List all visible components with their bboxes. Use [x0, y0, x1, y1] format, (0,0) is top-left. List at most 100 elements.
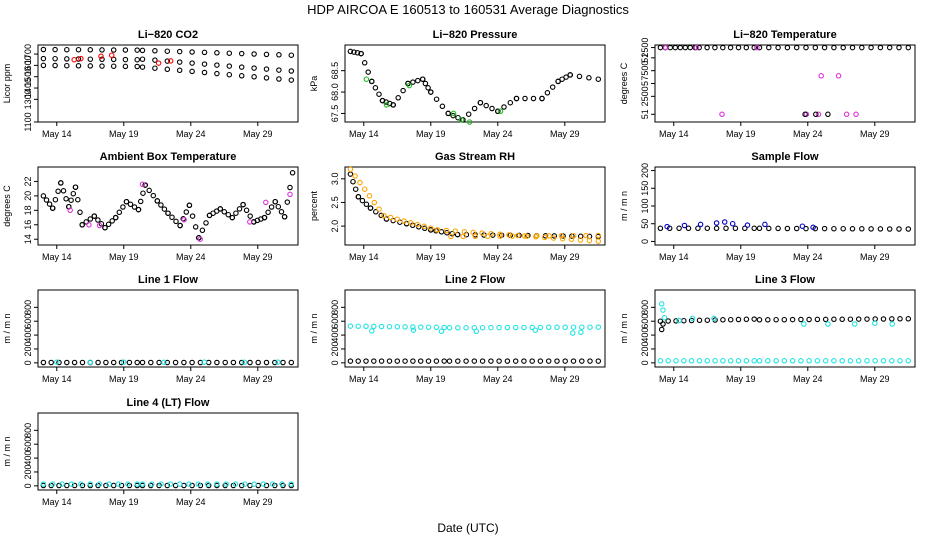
- y-tick-label: 200: [23, 341, 33, 356]
- data-point: [238, 50, 245, 57]
- x-tick-label: May 29: [243, 252, 273, 262]
- data-point: [135, 206, 142, 213]
- data-point: [473, 328, 480, 335]
- data-point: [821, 44, 828, 51]
- y-tick-label: 200: [640, 163, 650, 178]
- data-point: [67, 207, 73, 214]
- data-point: [859, 226, 865, 232]
- data-point: [223, 481, 229, 487]
- data-point: [363, 76, 370, 82]
- data-point: [530, 95, 537, 102]
- y-axis-label: degrees C: [2, 185, 12, 227]
- data-point: [713, 225, 720, 232]
- data-point: [95, 217, 101, 223]
- data-point: [369, 78, 375, 85]
- data-point: [549, 84, 556, 90]
- x-tick-label: May 19: [109, 252, 139, 262]
- data-point: [103, 359, 109, 366]
- data-point: [386, 323, 393, 330]
- data-point: [103, 482, 109, 489]
- x-tick-label: May 14: [659, 129, 689, 139]
- data-point: [515, 232, 521, 239]
- data-point: [105, 221, 112, 228]
- data-point: [803, 225, 809, 232]
- data-point: [56, 482, 62, 489]
- data-point: [849, 226, 856, 232]
- data-point: [347, 358, 354, 364]
- data-point: [711, 315, 717, 322]
- data-point: [371, 358, 377, 364]
- y-tick-label: 5: [640, 81, 650, 86]
- data-point: [263, 66, 270, 72]
- figure-title: HDP AIRCOA E 160513 to 160531 Average Di…: [307, 2, 629, 17]
- series-sample-flow: [657, 225, 912, 232]
- data-point: [712, 44, 718, 51]
- data-point: [504, 324, 511, 331]
- data-point: [743, 358, 750, 364]
- data-point: [158, 481, 164, 487]
- data-point: [577, 237, 584, 243]
- panel-8: Line 2 Flow m / m n May 14 May 19 May 24 May …: [309, 274, 606, 384]
- data-point: [587, 324, 593, 330]
- data-point: [156, 359, 162, 366]
- data-point: [488, 358, 494, 364]
- data-point: [226, 63, 233, 69]
- data-point: [484, 233, 491, 240]
- data-point: [78, 55, 84, 62]
- data-point: [818, 73, 824, 79]
- y-tick-label: 68.0: [330, 83, 340, 101]
- y-tick-label: 16: [23, 220, 33, 230]
- data-point: [667, 44, 674, 51]
- data-point: [118, 359, 125, 366]
- data-point: [71, 482, 78, 489]
- series-line-2-flow-high: [347, 323, 602, 331]
- data-point: [905, 316, 912, 322]
- data-point: [358, 50, 364, 57]
- data-point: [149, 481, 155, 487]
- y-tick-label: 800: [23, 300, 33, 315]
- y-tick-label: 2.0: [330, 220, 340, 233]
- data-point: [529, 324, 535, 331]
- data-point: [812, 44, 819, 51]
- data-point: [410, 79, 416, 85]
- data-point: [905, 44, 912, 51]
- data-point: [657, 44, 664, 51]
- data-point: [497, 108, 504, 115]
- panel-title: Li−820 CO2: [138, 29, 198, 41]
- data-point: [822, 358, 829, 364]
- data-point: [52, 62, 58, 69]
- data-point: [410, 358, 416, 364]
- x-tick-label: May 14: [349, 252, 379, 262]
- plot-frame: [37, 44, 299, 123]
- data-point: [251, 51, 257, 57]
- data-point: [186, 202, 193, 209]
- series-pressure-flagged: [363, 76, 504, 125]
- data-point: [877, 226, 884, 232]
- data-point: [479, 324, 486, 331]
- data-point: [545, 324, 552, 331]
- series-line-2-flow-low: [347, 358, 602, 364]
- data-point: [140, 190, 146, 196]
- data-point: [355, 323, 361, 329]
- data-point: [441, 324, 447, 331]
- data-point: [479, 358, 486, 364]
- data-point: [40, 62, 47, 69]
- data-point: [799, 223, 806, 229]
- data-point: [897, 358, 903, 364]
- series-line-4-flagged: [40, 481, 295, 487]
- data-point: [154, 198, 161, 204]
- x-tick-label: May 19: [416, 252, 446, 262]
- data-point: [183, 209, 190, 215]
- data-point: [48, 359, 54, 366]
- y-tick-label: 1700: [23, 44, 33, 64]
- data-point: [539, 95, 545, 102]
- data-point: [506, 232, 512, 238]
- data-point: [189, 49, 195, 55]
- data-point: [394, 358, 401, 364]
- data-point: [54, 359, 60, 365]
- data-point: [201, 359, 207, 365]
- data-point: [43, 197, 50, 203]
- data-point: [49, 205, 56, 211]
- data-point: [205, 359, 212, 366]
- data-point: [864, 316, 870, 322]
